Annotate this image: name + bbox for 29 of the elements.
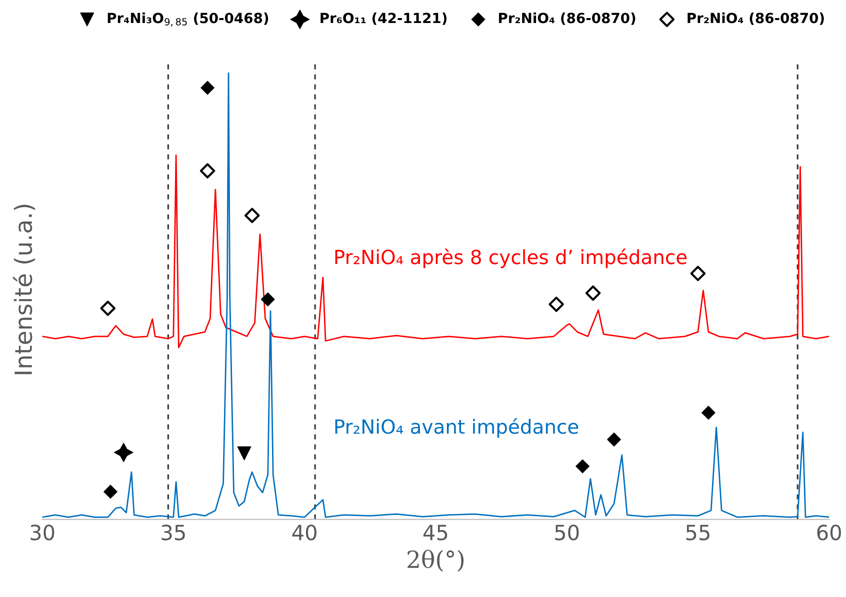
point [576,459,590,474]
point [548,296,564,312]
legend-label: Pr₆O₁₁ (42-1121) [320,12,447,25]
point [104,484,118,499]
point [585,285,601,301]
x-tick-label: 35 [162,524,185,540]
y-axis-title: Intensité (u.a.) [12,204,35,374]
point [237,446,252,460]
x-tick-label: 60 [817,524,841,540]
legend-label: Pr₂NiO₄ (86-0870) [498,12,636,25]
x-tick-label: 40 [292,524,316,540]
point [100,300,116,316]
x-tick-label: 50 [555,524,579,540]
point [200,80,214,95]
point [200,163,216,178]
point [244,208,260,224]
text: Pr₂NiO₄ avant impédance [335,418,578,438]
x-tick-label: 55 [686,524,710,540]
legend-label: Pr₄Ni₃O$_{9,85}$ (50-0468) [108,12,268,26]
x-tick-label: 30 [30,524,54,540]
point [114,442,134,462]
point [702,406,716,420]
point [607,432,621,446]
x-tick-label: 45 [423,524,448,540]
point [260,292,275,306]
point [690,266,706,282]
legend-label: Pr₂NiO₄ (86-0870) [688,12,824,25]
series-label: Pr₂NiO₄ après 8 cycles d’ impédance [335,248,687,268]
x-axis-title: 2θ(°) [408,550,464,572]
